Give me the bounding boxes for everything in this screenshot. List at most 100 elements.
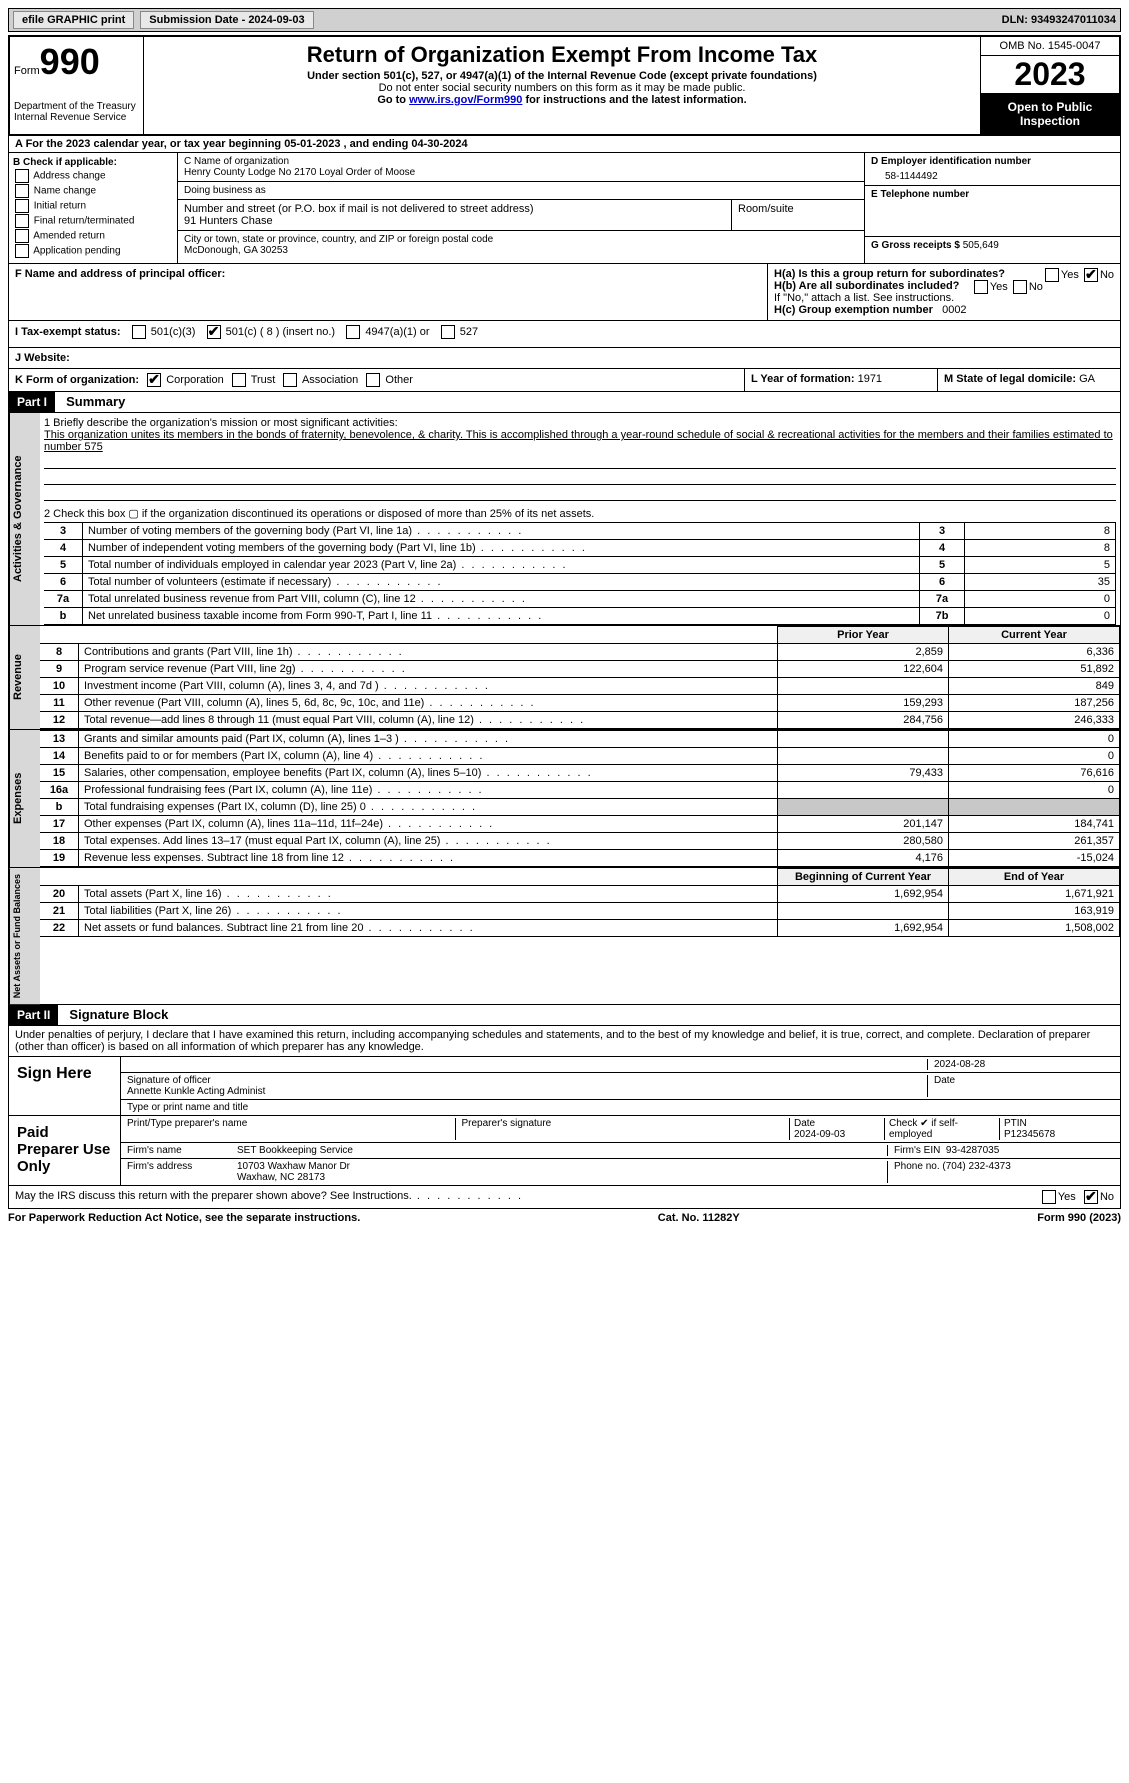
i-4947-cb[interactable] [346, 325, 360, 339]
hc-label: H(c) Group exemption number [774, 304, 933, 316]
form-header: Form990 Department of the Treasury Inter… [8, 35, 1121, 136]
table-row: 22 Net assets or fund balances. Subtract… [40, 920, 1120, 937]
part1-header: Part I Summary [8, 392, 1121, 413]
table-row: 21 Total liabilities (Part X, line 26) 1… [40, 903, 1120, 920]
revenue-section: Revenue Prior Year Current Year 8 Contri… [8, 626, 1121, 730]
table-row: 14 Benefits paid to or for members (Part… [40, 748, 1120, 765]
table-row: b Total fundraising expenses (Part IX, c… [40, 799, 1120, 816]
table-row: 16a Professional fundraising fees (Part … [40, 782, 1120, 799]
table-row: 6 Total number of volunteers (estimate i… [44, 574, 1116, 591]
footer-right: Form 990 (2023) [1037, 1212, 1121, 1224]
sig-date: 2024-08-28 [927, 1059, 1114, 1070]
ha-no-cb[interactable] [1084, 268, 1098, 282]
irs-link[interactable]: www.irs.gov/Form990 [409, 94, 522, 106]
k-other-cb[interactable] [366, 373, 380, 387]
hb-yes-cb[interactable] [974, 280, 988, 294]
table-row: 13 Grants and similar amounts paid (Part… [40, 731, 1120, 748]
cb-final-return[interactable]: Final return/terminated [13, 214, 173, 228]
omb-number: OMB No. 1545-0047 [981, 37, 1119, 56]
sign-here-block: Sign Here 2024-08-28 Signature of office… [8, 1057, 1121, 1116]
section-klm: K Form of organization: Corporation Trus… [8, 369, 1121, 392]
type-print-label: Type or print name and title [127, 1102, 248, 1113]
table-row: b Net unrelated business taxable income … [44, 608, 1116, 625]
efile-print-button[interactable]: efile GRAPHIC print [13, 11, 134, 29]
hb-note: If "No," attach a list. See instructions… [774, 292, 1114, 304]
dept-treasury: Department of the Treasury Internal Reve… [14, 101, 139, 123]
sig-officer-label: Signature of officer [127, 1075, 927, 1086]
vtab-netassets: Net Assets or Fund Balances [9, 868, 40, 1004]
e-phone-label: E Telephone number [871, 189, 1114, 200]
table-row: 20 Total assets (Part X, line 16) 1,692,… [40, 886, 1120, 903]
date-label: Date [927, 1075, 1114, 1097]
summary-simple-table: 3 Number of voting members of the govern… [44, 522, 1116, 625]
b-label: B Check if applicable: [13, 157, 173, 168]
part2-header: Part II Signature Block [8, 1005, 1121, 1026]
subtitle-1: Under section 501(c), 527, or 4947(a)(1)… [150, 70, 974, 82]
l-label: L Year of formation: [751, 373, 855, 385]
k-trust-cb[interactable] [232, 373, 246, 387]
form-number: 990 [40, 41, 100, 82]
irs-discuss-row: May the IRS discuss this return with the… [8, 1186, 1121, 1209]
part2-tag: Part II [9, 1005, 58, 1025]
discuss-no-cb[interactable] [1084, 1190, 1098, 1204]
table-row: 5 Total number of individuals employed i… [44, 557, 1116, 574]
vtab-activities: Activities & Governance [9, 413, 40, 625]
table-row: 7a Total unrelated business revenue from… [44, 591, 1116, 608]
revenue-table: Prior Year Current Year 8 Contributions … [40, 626, 1120, 729]
city-value: McDonough, GA 30253 [184, 245, 858, 256]
footer-mid: Cat. No. 11282Y [658, 1212, 740, 1224]
cb-name-change[interactable]: Name change [13, 184, 173, 198]
prep-date: 2024-09-03 [794, 1129, 845, 1140]
hb-no-cb[interactable] [1013, 280, 1027, 294]
section-fh: F Name and address of principal officer:… [8, 264, 1121, 321]
cb-address-change[interactable]: Address change [13, 169, 173, 183]
row-a-calendar-year: A For the 2023 calendar year, or tax yea… [8, 136, 1121, 153]
ptin-value: P12345678 [1004, 1129, 1055, 1140]
check-self-employed[interactable]: Check ✔ if self-employed [884, 1118, 999, 1140]
th-prior: Prior Year [778, 627, 949, 644]
column-de: D Employer identification number 58-1144… [864, 153, 1120, 263]
k-corp-cb[interactable] [147, 373, 161, 387]
f-label: F Name and address of principal officer: [15, 268, 225, 280]
table-row: 3 Number of voting members of the govern… [44, 523, 1116, 540]
netassets-section: Net Assets or Fund Balances Beginning of… [8, 868, 1121, 1005]
ha-yes-cb[interactable] [1045, 268, 1059, 282]
q1-text: This organization unites its members in … [44, 429, 1116, 453]
g-gross-value: 505,649 [963, 240, 999, 251]
cb-amended-return[interactable]: Amended return [13, 229, 173, 243]
hb-label: H(b) Are all subordinates included? [774, 280, 959, 292]
section-bcde: B Check if applicable: Address change Na… [8, 153, 1121, 264]
footer-left: For Paperwork Reduction Act Notice, see … [8, 1212, 360, 1224]
activities-governance-section: Activities & Governance 1 Briefly descri… [8, 413, 1121, 626]
table-row: 12 Total revenue—add lines 8 through 11 … [40, 712, 1120, 729]
part1-tag: Part I [9, 392, 55, 412]
paid-preparer-block: Paid Preparer Use Only Print/Type prepar… [8, 1116, 1121, 1186]
q2-text: 2 Check this box ▢ if the organization d… [44, 507, 1116, 520]
l-value: 1971 [858, 373, 882, 385]
sign-here-label: Sign Here [9, 1057, 121, 1115]
column-b: B Check if applicable: Address change Na… [9, 153, 178, 263]
firm-addr1: 10703 Waxhaw Manor Dr [237, 1161, 350, 1172]
g-gross-label: G Gross receipts $ [871, 240, 960, 251]
discuss-yes-cb[interactable] [1042, 1190, 1056, 1204]
cb-application-pending[interactable]: Application pending [13, 244, 173, 258]
subtitle-2: Do not enter social security numbers on … [150, 82, 974, 94]
paid-preparer-label: Paid Preparer Use Only [9, 1116, 121, 1185]
k-assoc-cb[interactable] [283, 373, 297, 387]
room-label: Room/suite [738, 203, 858, 215]
d-ein-value: 58-1144492 [871, 167, 1114, 182]
table-row: 18 Total expenses. Add lines 13–17 (must… [40, 833, 1120, 850]
i-501c-cb[interactable] [207, 325, 221, 339]
submission-date-button[interactable]: Submission Date - 2024-09-03 [140, 11, 313, 29]
street-value: 91 Hunters Chase [184, 215, 725, 227]
cb-initial-return[interactable]: Initial return [13, 199, 173, 213]
k-label: K Form of organization: [15, 374, 139, 386]
table-row: 8 Contributions and grants (Part VIII, l… [40, 644, 1120, 661]
i-501c3-cb[interactable] [132, 325, 146, 339]
i-527-cb[interactable] [441, 325, 455, 339]
q1-label: 1 Briefly describe the organization's mi… [44, 417, 1116, 429]
mission-blank-1 [44, 455, 1116, 469]
expenses-table: 13 Grants and similar amounts paid (Part… [40, 730, 1120, 867]
table-row: 10 Investment income (Part VIII, column … [40, 678, 1120, 695]
tax-year: 2023 [981, 56, 1119, 94]
